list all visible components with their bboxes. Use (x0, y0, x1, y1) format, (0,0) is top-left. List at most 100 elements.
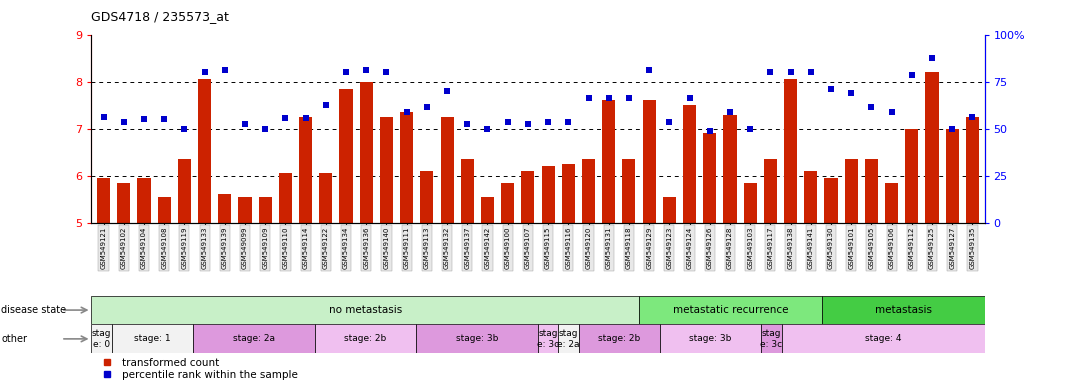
Bar (117, 183, 130, 223)
Bar (541, 166, 554, 223)
Bar (966, 117, 979, 223)
Bar (314, 324, 416, 353)
Point (196, 69, 213, 75)
Point (479, 126, 496, 132)
Bar (400, 112, 413, 223)
Bar (279, 173, 292, 223)
Point (640, 67, 657, 73)
Point (702, 128, 719, 134)
Bar (481, 197, 494, 223)
Point (398, 109, 415, 115)
Bar (138, 178, 151, 223)
Point (338, 69, 355, 75)
Bar (762, 324, 781, 353)
Bar (97, 178, 110, 223)
Point (560, 119, 577, 125)
Bar (764, 159, 777, 223)
Point (156, 116, 173, 122)
Point (499, 119, 516, 125)
Bar (562, 164, 575, 223)
Point (721, 109, 738, 115)
Text: stag
e: 0: stag e: 0 (91, 329, 111, 349)
Bar (723, 114, 736, 223)
Bar (865, 159, 878, 223)
Bar (822, 296, 985, 324)
Point (419, 104, 436, 111)
Text: stage: 2b: stage: 2b (344, 334, 386, 343)
Bar (157, 197, 171, 223)
Text: metastasis: metastasis (875, 305, 932, 315)
Text: stag
e: 3c: stag e: 3c (761, 329, 782, 349)
Text: stage: 3b: stage: 3b (690, 334, 732, 343)
Bar (91, 296, 639, 324)
Point (944, 126, 961, 132)
Bar (579, 324, 660, 353)
Point (923, 55, 940, 61)
Point (803, 69, 820, 75)
Point (741, 126, 759, 132)
Bar (461, 159, 473, 223)
Point (115, 119, 132, 125)
Bar (683, 105, 696, 223)
Point (95, 114, 112, 120)
Bar (946, 129, 959, 223)
Text: other: other (1, 334, 27, 344)
Point (580, 95, 597, 101)
Point (863, 104, 880, 111)
Text: disease state: disease state (1, 305, 67, 315)
Point (782, 69, 799, 75)
Bar (440, 117, 454, 223)
Bar (704, 133, 717, 223)
Bar (258, 197, 272, 223)
Point (256, 126, 273, 132)
Point (520, 121, 537, 127)
Bar (603, 101, 615, 223)
Bar (804, 171, 818, 223)
Point (600, 95, 618, 101)
Bar (320, 173, 332, 223)
Bar (198, 79, 211, 223)
Bar (416, 324, 538, 353)
Bar (299, 117, 312, 223)
Bar (239, 197, 252, 223)
Bar (642, 101, 655, 223)
Point (903, 71, 920, 78)
Point (822, 86, 839, 92)
Bar (824, 178, 837, 223)
Bar (112, 324, 193, 353)
Bar (558, 324, 579, 353)
Bar (845, 159, 858, 223)
Bar (582, 159, 595, 223)
Bar (501, 183, 514, 223)
Point (378, 69, 395, 75)
Bar (905, 129, 919, 223)
Point (136, 116, 153, 122)
Text: stag
e: 3c: stag e: 3c (537, 329, 560, 349)
Point (843, 90, 860, 96)
Text: stage: 3b: stage: 3b (456, 334, 498, 343)
Bar (538, 324, 558, 353)
Legend: transformed count, percentile rank within the sample: transformed count, percentile rank withi… (97, 358, 298, 380)
Point (964, 114, 981, 120)
Bar (784, 79, 797, 223)
Text: stag
e: 2a: stag e: 2a (557, 329, 580, 349)
Text: GDS4718 / 235573_at: GDS4718 / 235573_at (91, 10, 229, 23)
Point (357, 67, 374, 73)
Bar (380, 117, 393, 223)
Bar (663, 197, 676, 223)
Bar (522, 171, 535, 223)
Bar (925, 72, 938, 223)
Bar (193, 324, 314, 353)
Text: stage: 1: stage: 1 (134, 334, 171, 343)
Point (277, 115, 294, 121)
Point (458, 121, 476, 127)
Bar (421, 171, 434, 223)
Point (297, 115, 314, 121)
Text: metastatic recurrence: metastatic recurrence (674, 305, 789, 315)
Bar (91, 324, 112, 353)
Text: stage: 2a: stage: 2a (232, 334, 274, 343)
Point (317, 102, 335, 108)
Bar (359, 81, 372, 223)
Bar (744, 183, 756, 223)
Point (621, 95, 638, 101)
